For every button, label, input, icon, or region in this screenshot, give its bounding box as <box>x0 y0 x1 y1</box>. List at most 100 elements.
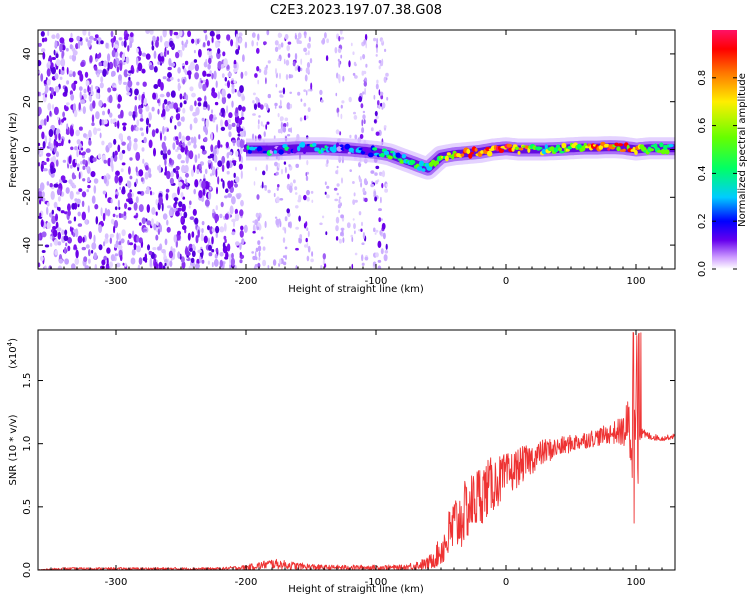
spectrogram-noise-speck <box>130 257 136 265</box>
spectrogram-noise-speck <box>239 242 242 250</box>
spectrogram-noise-speck <box>124 202 128 209</box>
spectrogram-noise-speck <box>73 109 78 118</box>
spectrogram-noise-speck <box>222 242 226 249</box>
spectrogram-noise-speck <box>214 213 220 222</box>
colorbar-tick-label: 0.0 <box>697 261 708 277</box>
spectrogram-noise-speck <box>49 242 53 247</box>
spectrogram-noise-speck <box>105 42 109 49</box>
spectrogram-noise-speck <box>168 103 174 109</box>
spectrogram-noise-speck <box>297 32 302 39</box>
spectrogram-noise-speck <box>58 133 61 141</box>
spectrogram-noise-speck <box>114 121 117 128</box>
spectrogram-noise-speck <box>265 77 267 85</box>
spectrogram-noise-speck <box>177 186 180 196</box>
spectrogram-noise-speck <box>341 229 344 235</box>
spectrogram-noise-speck <box>46 206 49 215</box>
spectrogram-noise-speck <box>277 184 280 188</box>
spectrogram-noise-speck <box>82 159 87 165</box>
spectrogram-noise-speck <box>266 104 269 111</box>
spectrogram-noise-speck <box>198 134 201 140</box>
spectrogram-noise-speck <box>107 53 111 62</box>
spectrogram-noise-speck <box>375 83 379 90</box>
spectrogram-noise-speck <box>338 198 341 204</box>
spectrogram-noise-speck <box>54 249 58 256</box>
spectrogram-noise-speck <box>185 178 188 184</box>
spectrogram-noise-speck <box>134 88 139 96</box>
spectrogram-noise-speck <box>237 133 241 137</box>
spectrogram-noise-speck <box>188 265 193 269</box>
spectrogram-noise-speck <box>296 37 300 45</box>
spectrogram-noise-speck <box>260 121 263 127</box>
spectrogram-noise-speck <box>178 201 183 208</box>
spectrogram-noise-speck <box>128 139 132 148</box>
spectrogram-noise-speck <box>43 118 47 126</box>
spectrogram-noise-speck <box>311 199 314 203</box>
spectrogram-x-tick-label: 0 <box>503 276 509 287</box>
spectrogram-noise-speck <box>46 202 50 207</box>
spectrogram-noise-speck <box>175 113 181 121</box>
spectrogram-noise-speck <box>378 60 382 64</box>
spectrogram-noise-speck <box>320 99 324 103</box>
spectrogram-noise-speck <box>256 226 260 230</box>
colorbar-ticks: 0.0 0.2 0.4 0.6 0.8 <box>697 70 737 277</box>
spectrogram-noise-speck <box>157 99 160 104</box>
spectrogram-noise-speck <box>193 188 196 195</box>
colorbar-tick-label: 0.4 <box>697 165 708 181</box>
spectrogram-noise-speck <box>41 131 45 140</box>
spectrogram-noise-speck <box>175 210 180 217</box>
spectrogram-noise-speck <box>135 166 138 173</box>
spectrogram-noise-speck <box>52 155 57 164</box>
spectrogram-noise-speck <box>136 69 139 73</box>
spectrogram-noise-speck <box>122 186 126 193</box>
spectrogram-noise-speck <box>193 59 198 63</box>
spectrogram-noise-speck <box>156 36 160 42</box>
spectrogram-noise-speck <box>286 45 291 52</box>
spectrogram-noise-speck <box>38 106 42 115</box>
spectrogram-noise-speck <box>197 153 201 159</box>
spectrogram-noise-speck <box>48 129 54 137</box>
snr-x-tick-label: -300 <box>105 577 128 588</box>
spectrogram-signal-point <box>664 149 670 155</box>
spectrogram-noise-speck <box>277 32 282 39</box>
spectrogram-noise-speck <box>212 208 215 214</box>
spectrogram-noise-speck <box>118 175 123 183</box>
spectrogram-noise-speck <box>72 232 76 238</box>
spectrogram-noise-speck <box>286 208 291 214</box>
spectrogram-noise-speck <box>99 118 102 126</box>
spectrogram-signal-point <box>553 147 559 153</box>
spectrogram-noise-speck <box>278 90 283 94</box>
spectrogram-noise-speck <box>108 61 114 70</box>
spectrogram-noise-speck <box>208 252 213 257</box>
spectrogram-noise-speck <box>201 117 205 122</box>
spectrogram-noise-speck <box>376 79 379 85</box>
spectrogram-noise-speck <box>362 54 366 60</box>
spectrogram-noise-speck <box>267 265 270 269</box>
spectrogram-signal-point <box>607 147 611 151</box>
spectrogram-noise-speck <box>336 192 339 196</box>
spectrogram-noise-speck <box>231 139 237 143</box>
spectrogram-noise-speck <box>325 55 329 62</box>
spectrogram-noise-speck <box>160 150 164 156</box>
spectrogram-noise-speck <box>305 175 309 181</box>
spectrogram-noise-speck <box>252 92 256 96</box>
spectrogram-noise-speck <box>181 164 186 174</box>
spectrogram-noise-speck <box>161 202 164 212</box>
spectrogram-noise-speck <box>324 263 327 268</box>
spectrogram-noise-speck <box>119 62 123 72</box>
spectrogram-noise-speck <box>380 248 384 255</box>
spectrogram-noise-speck <box>129 32 134 38</box>
spectrogram-noise-speck <box>319 89 323 96</box>
spectrogram-signal-point <box>312 142 317 147</box>
spectrogram-noise-speck <box>125 56 130 64</box>
spectrogram-noise-speck <box>262 170 266 176</box>
spectrogram-noise-speck <box>257 33 260 41</box>
spectrogram-noise-speck <box>211 36 214 43</box>
spectrogram-noise-speck <box>206 73 212 77</box>
spectrogram-noise-speck <box>294 53 298 60</box>
spectrogram-noise-speck <box>141 68 146 74</box>
spectrogram-noise-speck <box>306 227 309 231</box>
spectrogram-noise-speck <box>234 208 238 215</box>
colorbar-tick-label: 0.8 <box>697 70 708 86</box>
spectrogram-noise-speck <box>81 211 87 221</box>
spectrogram-noise-speck <box>351 237 354 242</box>
